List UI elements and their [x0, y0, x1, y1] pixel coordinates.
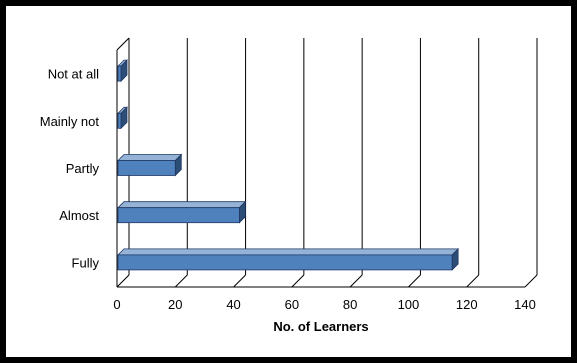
category-label: Partly	[66, 161, 100, 176]
gridlines	[116, 37, 538, 288]
bar-front-face	[117, 254, 453, 271]
bar	[117, 153, 183, 177]
bar-front-face	[117, 65, 122, 82]
bar	[117, 200, 247, 224]
floor-gridline	[349, 274, 363, 288]
x-tick-label: 100	[398, 297, 420, 312]
bar	[117, 106, 128, 130]
bar	[117, 247, 460, 271]
x-tick-label: 0	[113, 297, 120, 312]
category-label: Mainly not	[40, 114, 100, 129]
bar-front-face	[117, 112, 122, 129]
bar	[117, 59, 128, 83]
floor-gridline	[291, 274, 305, 288]
x-tick-labels: 0 20 40 60 80 100 120 140	[113, 297, 535, 312]
floor-gridline	[466, 274, 480, 288]
category-labels: Not at all Mainly not Partly Almost Fully	[40, 67, 100, 271]
category-label: Fully	[72, 255, 100, 270]
side-wall-top-edge	[116, 37, 130, 51]
bar-front-face	[117, 207, 240, 224]
category-label: Almost	[59, 208, 99, 223]
bars	[117, 59, 460, 271]
x-tick-label: 140	[514, 297, 536, 312]
bar-top-face	[117, 154, 183, 161]
category-label: Not at all	[48, 67, 99, 82]
bar-front-face	[117, 160, 176, 176]
x-tick-label: 60	[285, 297, 299, 312]
x-tick-label: 80	[343, 297, 357, 312]
floor-gridline	[233, 274, 246, 288]
bar-top-face	[117, 201, 247, 209]
x-tick-label: 120	[456, 297, 478, 312]
floor-gridline	[524, 274, 538, 288]
x-tick-label: 20	[168, 297, 182, 312]
floor-gridline	[408, 274, 421, 288]
floor-gridline	[116, 274, 130, 288]
x-tick-label: 40	[226, 297, 240, 312]
floor-gridline	[174, 274, 188, 288]
x-axis-title: No. of Learners	[273, 319, 368, 334]
bar-top-face	[117, 248, 460, 256]
